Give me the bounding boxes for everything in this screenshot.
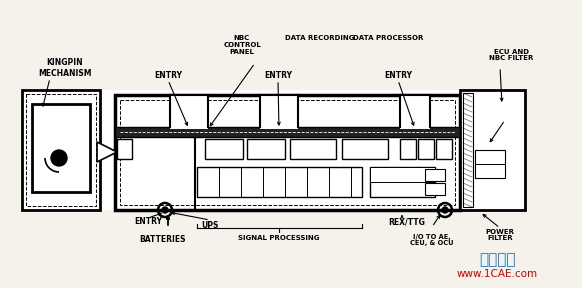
Text: ENTRY: ENTRY — [384, 71, 412, 79]
Bar — [400, 139, 416, 159]
Bar — [26, 94, 96, 206]
Text: 仿真在线: 仿真在线 — [480, 253, 516, 268]
Bar — [117, 139, 132, 159]
Bar — [425, 183, 445, 195]
Bar — [460, 90, 525, 210]
Bar — [463, 93, 473, 207]
Bar — [205, 139, 243, 159]
Bar — [120, 100, 455, 205]
Bar — [342, 139, 388, 159]
Circle shape — [162, 207, 168, 213]
Text: KINGPIN
MECHANISM: KINGPIN MECHANISM — [38, 58, 92, 78]
Bar — [22, 90, 525, 210]
Text: POWER
FILTER: POWER FILTER — [485, 228, 514, 242]
Text: ECU AND
NBC FILTER: ECU AND NBC FILTER — [489, 48, 533, 62]
Text: DATA RECORDING: DATA RECORDING — [285, 35, 355, 41]
Bar — [32, 104, 90, 192]
Bar — [247, 139, 285, 159]
Text: BATTERIES: BATTERIES — [140, 236, 186, 245]
Bar — [290, 139, 336, 159]
Circle shape — [51, 150, 67, 166]
Text: www.1CAE.com: www.1CAE.com — [456, 269, 538, 279]
Bar — [370, 167, 435, 197]
Text: ENTRY: ENTRY — [134, 217, 162, 226]
Bar — [260, 95, 298, 129]
Text: UPS: UPS — [201, 221, 219, 230]
Text: ENTRY: ENTRY — [264, 71, 292, 79]
Bar — [115, 95, 460, 210]
Text: ENTRY: ENTRY — [154, 71, 182, 79]
Bar — [436, 139, 452, 159]
Bar — [425, 169, 445, 181]
Bar — [400, 95, 430, 129]
Circle shape — [442, 207, 448, 213]
Text: I/O TO AE,
CEU, & OCU: I/O TO AE, CEU, & OCU — [410, 234, 454, 247]
Bar — [370, 167, 435, 182]
Bar — [22, 90, 100, 210]
Bar — [170, 95, 208, 129]
Bar — [197, 167, 362, 197]
Text: SIGNAL PROCESSING: SIGNAL PROCESSING — [238, 235, 320, 241]
Bar — [115, 127, 460, 137]
Bar — [418, 139, 434, 159]
Text: NBC
CONTROL
PANEL: NBC CONTROL PANEL — [223, 35, 261, 55]
Bar — [475, 150, 505, 178]
Text: DATA PROCESSOR: DATA PROCESSOR — [353, 35, 423, 41]
Polygon shape — [97, 142, 117, 162]
Text: REX/TTG: REX/TTG — [389, 217, 425, 226]
